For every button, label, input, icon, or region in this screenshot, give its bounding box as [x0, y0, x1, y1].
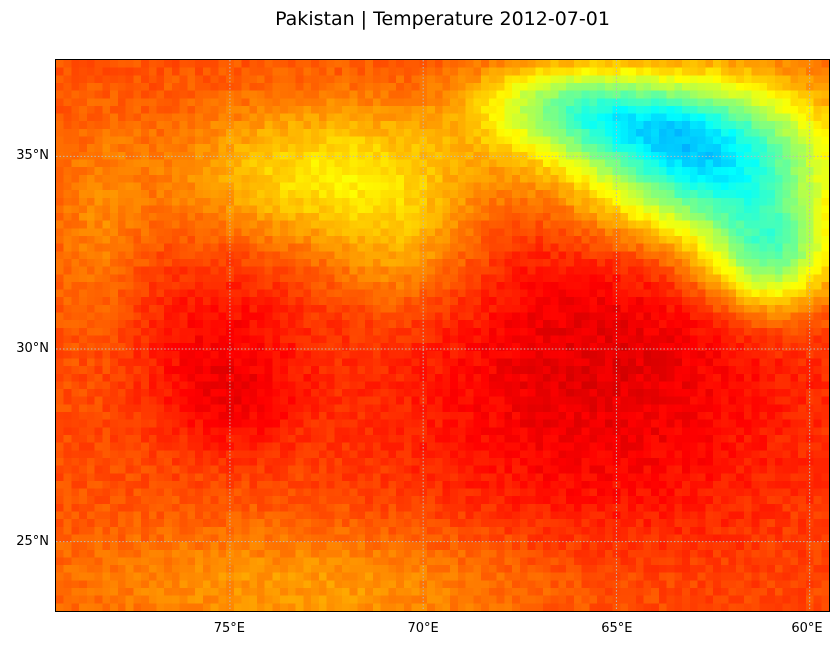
lat-tick-label: 25°N — [16, 534, 49, 550]
temperature-heatmap — [56, 60, 829, 611]
lon-tick-label: 65°E — [601, 621, 633, 636]
lon-tick-label: 75°E — [213, 621, 245, 636]
lat-tick-label: 35°N — [16, 147, 49, 163]
lon-tick-label: 70°E — [407, 621, 439, 636]
map-title: Pakistan | Temperature 2012-07-01 — [275, 8, 610, 30]
map-plot-area — [55, 59, 830, 612]
lon-tick-label: 60°E — [791, 621, 823, 636]
lat-tick-label: 30°N — [16, 341, 49, 357]
graticule — [56, 60, 829, 611]
